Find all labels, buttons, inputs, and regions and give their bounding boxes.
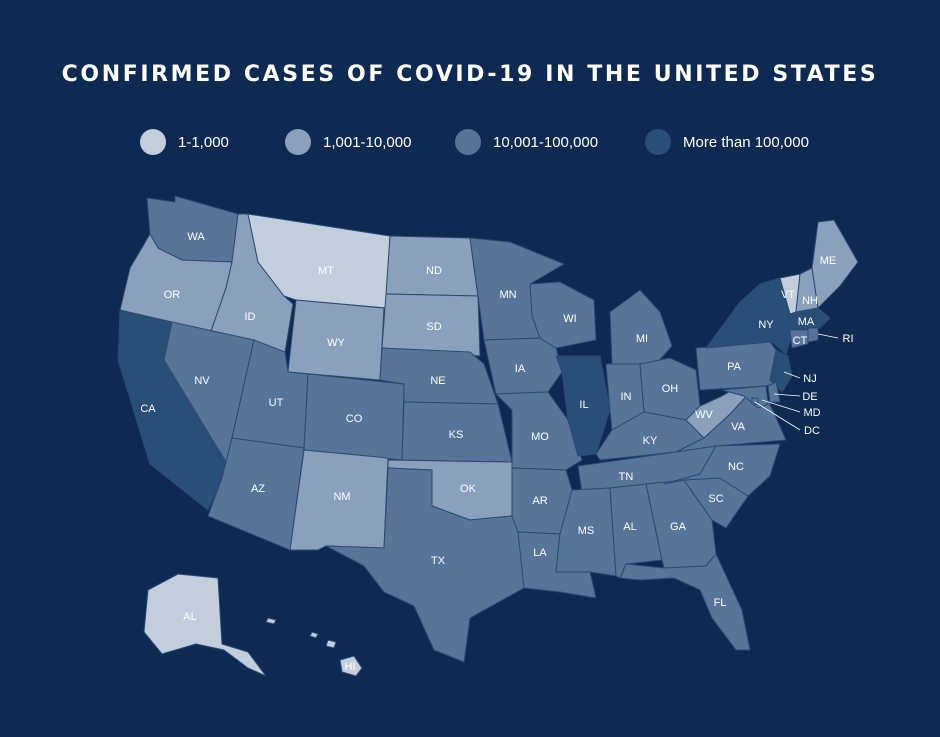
legend: 1-1,000 1,001-10,000 10,001-100,000 More… [0, 128, 940, 156]
label-wy: WY [327, 337, 345, 349]
label-md: MD [803, 407, 820, 419]
leader-de [773, 393, 801, 397]
state-mi[interactable] [609, 289, 673, 365]
label-sc: SC [708, 493, 723, 505]
label-ms: MS [578, 525, 595, 537]
state-ri[interactable] [807, 327, 819, 343]
label-co: CO [346, 413, 363, 425]
label-al: AL [623, 521, 636, 533]
label-nm: NM [333, 491, 350, 503]
state-hi[interactable] [339, 655, 363, 677]
label-mt: MT [318, 265, 334, 277]
label-la: LA [533, 547, 547, 559]
label-ca: CA [140, 403, 156, 415]
legend-swatch [285, 129, 311, 155]
leader-dc [754, 401, 801, 431]
label-nv: NV [194, 375, 210, 387]
label-mo: MO [531, 431, 549, 443]
label-va: VA [731, 421, 746, 433]
label-wa: WA [187, 231, 205, 243]
label-ok: OK [460, 483, 477, 495]
state-ct[interactable] [789, 329, 809, 349]
hi-island-1 [325, 639, 337, 649]
label-pa: PA [727, 361, 742, 373]
label-mn: MN [499, 289, 516, 301]
label-az: AZ [251, 483, 265, 495]
legend-swatch [140, 129, 166, 155]
label-nh: NH [802, 295, 818, 307]
label-ks: KS [449, 429, 464, 441]
label-oh: OH [662, 383, 679, 395]
label-tn: TN [619, 471, 634, 483]
label-ma: MA [798, 316, 815, 328]
state-sd[interactable] [381, 293, 481, 357]
label-wv: WV [695, 409, 713, 421]
state-tx[interactable] [325, 467, 525, 663]
label-ky: KY [643, 435, 658, 447]
leader-nj [783, 371, 801, 379]
label-dc: DC [804, 425, 820, 437]
legend-item-1001-10000: 1,001-10,000 [285, 128, 411, 156]
label-ny: NY [758, 319, 774, 331]
label-de: DE [802, 391, 817, 403]
label-fl: FL [714, 597, 727, 609]
label-ar: AR [532, 495, 547, 507]
state-nc[interactable] [663, 443, 781, 497]
label-in: IN [621, 391, 632, 403]
state-mo[interactable] [495, 391, 583, 471]
label-nd: ND [426, 265, 442, 277]
leader-md [761, 399, 801, 413]
legend-item-more-than-100000: More than 100,000 [645, 128, 809, 156]
label-hi: HI [345, 661, 356, 673]
label-ak: AL [183, 611, 196, 623]
label-nc: NC [728, 461, 744, 473]
label-il: IL [579, 399, 588, 411]
label-nj: NJ [803, 373, 816, 385]
label-sd: SD [426, 321, 441, 333]
hi-island-2 [309, 631, 319, 639]
label-ne: NE [430, 375, 445, 387]
leader-ri [817, 333, 839, 339]
state-wi[interactable] [529, 281, 597, 349]
label-tx: TX [431, 555, 446, 567]
legend-label: 1,001-10,000 [323, 133, 412, 151]
legend-swatch [455, 129, 481, 155]
state-nj[interactable] [769, 349, 793, 393]
label-ia: IA [515, 363, 526, 375]
state-de[interactable] [767, 381, 781, 403]
state-ak[interactable] [143, 573, 267, 677]
legend-label: More than 100,000 [683, 133, 809, 151]
legend-item-10001-100000: 10,001-100,000 [455, 128, 598, 156]
label-or: OR [164, 289, 181, 301]
state-il[interactable] [555, 355, 611, 457]
state-ma[interactable] [789, 307, 831, 331]
legend-item-1-1000: 1-1,000 [140, 128, 229, 156]
hi-island-3 [265, 617, 277, 625]
page-title: CONFIRMED CASES OF COVID-19 IN THE UNITE… [61, 62, 879, 87]
label-ut: UT [269, 397, 284, 409]
label-ri: RI [843, 333, 854, 345]
label-mi: MI [636, 333, 648, 345]
legend-label: 1-1,000 [178, 133, 229, 151]
label-wi: WI [563, 313, 576, 325]
label-ga: GA [670, 521, 687, 533]
state-fl[interactable] [619, 553, 751, 651]
label-id: ID [245, 311, 256, 323]
label-ct: CT [793, 335, 808, 347]
label-vt: VT [781, 289, 795, 301]
state-ny[interactable] [705, 277, 793, 355]
legend-swatch [645, 129, 671, 155]
legend-label: 10,001-100,000 [493, 133, 599, 151]
label-me: ME [820, 255, 837, 267]
